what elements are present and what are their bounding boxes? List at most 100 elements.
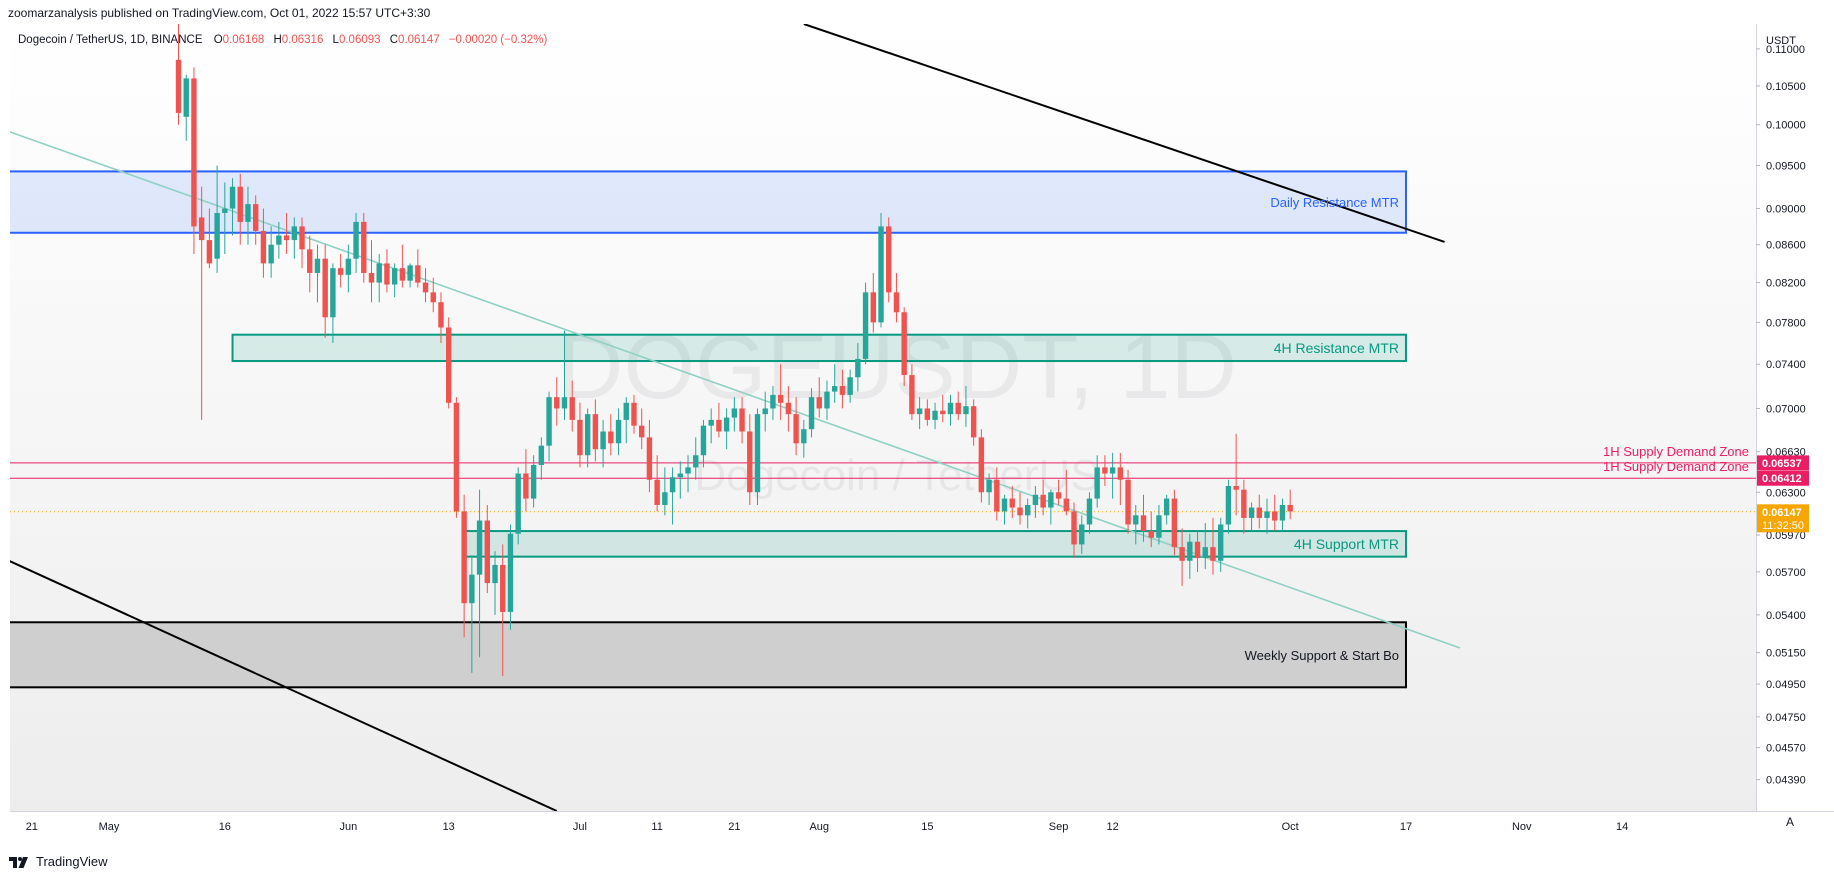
price-tick-label: 0.10500 [1766,81,1806,93]
candle [832,364,838,403]
candle-body [268,244,274,264]
candle-body [901,312,907,376]
price-tick-label: 0.09000 [1766,204,1806,216]
candle-body [476,520,483,575]
price-label-0: 0.06537 [1762,458,1802,470]
candle [600,419,606,468]
candle-body [1171,498,1178,548]
candle [839,369,846,409]
symbol-legend: Dogecoin / TetherUS, 1D, BINANCE O0.0616… [18,34,547,46]
candle-body [175,59,182,113]
legend-change: −0.00020 (−0.32%) [449,34,548,46]
candle [561,330,568,420]
candle-body [307,249,313,273]
candle [1272,494,1278,532]
candle [708,408,714,444]
candle [739,397,745,444]
candle [623,397,629,444]
time-tick-label: 14 [1616,821,1628,833]
candle-body [1048,492,1054,508]
candle [654,455,660,512]
candle-body [546,397,552,446]
candle-body [700,425,707,456]
candle [438,292,444,344]
time-tick-label: 13 [443,821,455,833]
candle-body [430,292,436,303]
candle [1086,492,1093,534]
candle-body [422,282,429,293]
candle-body [353,221,359,259]
candle-body [1202,547,1208,559]
candle-body [337,268,344,275]
watermark-name: Dogecoin / TetherUS [694,451,1099,500]
candle [731,397,738,432]
candle-body [222,208,228,213]
candle [446,317,452,409]
candle [276,221,282,259]
candle-body [824,391,830,409]
candle [1187,533,1193,579]
price-chart[interactable]: DOGEUSDT, 1D Dogecoin / TetherUS Daily R… [0,24,1834,848]
candle-body [862,292,869,359]
candle [399,244,406,288]
candle [608,414,614,456]
candle [1017,492,1023,525]
candle-body [693,455,699,468]
candle-body [391,268,398,285]
candle [268,226,274,278]
candle-body [345,258,352,275]
candle [801,419,807,458]
candle-body [886,226,892,293]
candle-body [253,204,259,231]
candle-body [801,429,807,444]
candle [785,386,792,432]
candle-body [685,467,691,474]
zone-rect-0 [10,170,1407,234]
zone-label-2: 4H Support MTR [1294,536,1399,552]
candle [862,282,869,365]
candle-body [1117,467,1124,480]
candle-body [1001,498,1008,512]
watermark-ticker: DOGEUSDT, 1D [557,316,1237,418]
candle-body [808,397,815,430]
watermark: DOGEUSDT, 1D Dogecoin / TetherUS [557,316,1237,500]
candle-body [924,408,931,420]
candle-body [716,419,722,432]
candle [1025,498,1031,529]
candle-body [260,230,267,264]
candle [669,467,676,525]
price-tick-label: 0.04390 [1766,775,1806,787]
candle-body [507,533,514,612]
candle-body [1156,515,1162,538]
candle [631,394,637,434]
candle [685,455,691,493]
candle [554,377,560,426]
price-label-box-1 [1757,470,1809,486]
candle [291,217,297,259]
candle [916,397,923,430]
candle [415,249,421,288]
price-tick-label: 0.04750 [1766,712,1806,724]
candle-body [839,386,846,395]
candle [955,391,961,420]
candle-body [639,425,645,438]
candle [1040,479,1046,516]
candle-body [561,397,568,409]
candle-body [1125,479,1131,525]
candle-body [739,408,745,432]
candle-body [515,473,521,534]
candle [1125,469,1131,534]
candle [1148,511,1154,548]
zone-label-3: Weekly Support & Start Bo [1245,648,1399,663]
candle [639,408,645,450]
footer-brand[interactable]: TradingView [36,854,108,869]
candle-body [530,464,537,499]
candle-body [1225,485,1232,525]
candle-body [770,394,776,409]
legend-open: 0.06168 [223,34,265,46]
auto-scale-button[interactable]: A [1785,815,1794,829]
candle [870,272,876,333]
candle [1109,452,1116,499]
candle-body [832,386,838,392]
candle-body [793,414,799,444]
